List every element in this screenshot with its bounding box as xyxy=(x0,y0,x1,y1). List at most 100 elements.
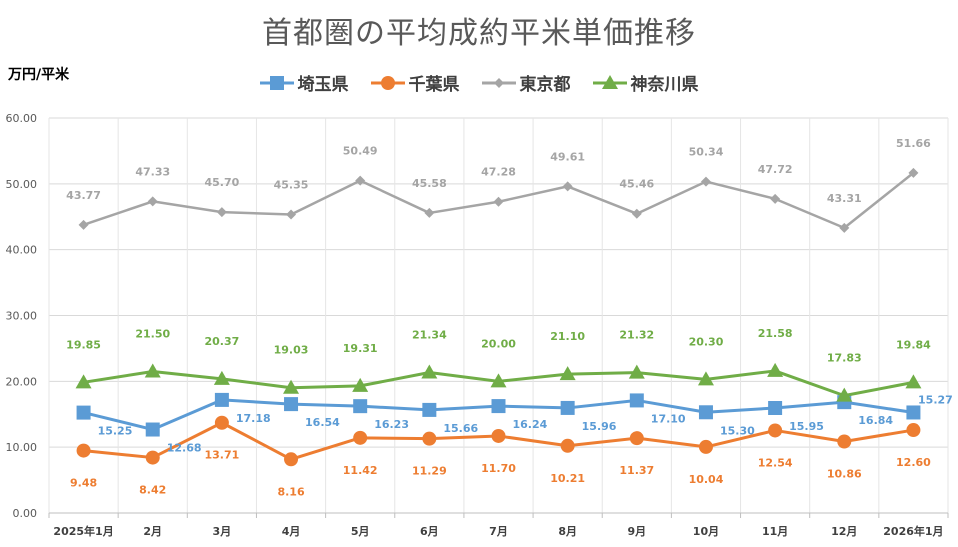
square-marker xyxy=(629,393,644,408)
data-label: 45.58 xyxy=(412,177,447,190)
data-label: 45.46 xyxy=(619,178,654,191)
triangle-marker xyxy=(144,363,161,378)
series-square: 15.25 12.68 17.18 16.54 16.23 15.66 16.24 15.96… xyxy=(76,392,953,455)
circle-marker xyxy=(145,450,160,465)
data-label: 16.23 xyxy=(374,418,409,431)
square-marker xyxy=(214,392,229,407)
data-label: 9.48 xyxy=(70,477,97,490)
diamond-marker xyxy=(147,196,158,207)
square-marker xyxy=(768,400,783,415)
y-tick-label: 10.00 xyxy=(6,441,38,454)
y-tick-label: 20.00 xyxy=(6,375,38,388)
y-axis-unit-label: 万円/平米 xyxy=(8,67,70,83)
circle-marker xyxy=(768,423,783,438)
square-marker xyxy=(698,405,713,420)
data-label: 13.71 xyxy=(204,449,239,462)
y-tick-label: 0.00 xyxy=(13,507,38,520)
diamond-marker xyxy=(700,176,711,187)
square-marker xyxy=(284,397,299,412)
data-label: 43.77 xyxy=(66,189,101,202)
legend: 埼玉県 千葉県 東京都 神奈川県 xyxy=(0,70,958,95)
diamond-marker xyxy=(908,167,919,178)
circle-marker xyxy=(698,439,713,454)
data-label: 11.29 xyxy=(412,465,447,478)
data-label: 21.10 xyxy=(550,330,585,343)
x-tick-label: 3月 xyxy=(213,525,232,538)
triangle-marker xyxy=(697,371,714,386)
y-tick-label: 30.00 xyxy=(6,310,38,323)
triangle-marker xyxy=(75,374,92,389)
y-tick-label: 50.00 xyxy=(6,178,38,191)
series-diamond: 43.77 47.33 45.70 45.35 50.49 45.58 47.28 49.61… xyxy=(66,137,931,233)
data-label: 11.70 xyxy=(481,462,516,475)
data-label: 8.16 xyxy=(277,485,304,498)
chart-title: 首都圏の平均成約平米単価推移 xyxy=(262,16,696,51)
diamond-marker xyxy=(562,181,573,192)
data-label: 15.66 xyxy=(443,422,478,435)
triangle-marker xyxy=(905,374,922,389)
legend-label: 東京都 xyxy=(519,75,571,95)
series-triangle: 19.85 21.50 20.37 19.03 19.31 21.34 20.00 21.10… xyxy=(66,327,931,402)
data-label: 43.31 xyxy=(827,192,862,205)
triangle-marker xyxy=(421,364,438,379)
data-label: 20.00 xyxy=(481,337,516,350)
data-label: 10.86 xyxy=(827,468,862,481)
data-label: 16.24 xyxy=(513,418,548,431)
square-marker xyxy=(269,75,284,90)
circle-marker xyxy=(906,423,921,438)
circle-marker xyxy=(422,431,437,446)
triangle-marker xyxy=(490,373,507,388)
y-tick-label: 40.00 xyxy=(6,244,38,257)
x-tick-label: 7月 xyxy=(489,525,508,538)
circle-marker xyxy=(76,443,91,458)
square-legend-icon xyxy=(259,75,294,90)
circle-marker xyxy=(560,438,575,453)
triangle-marker xyxy=(213,370,230,385)
legend-label: 千葉県 xyxy=(408,75,460,95)
square-marker xyxy=(422,402,437,417)
data-label: 19.31 xyxy=(343,342,378,355)
x-tick-label: 2026年1月 xyxy=(883,524,943,538)
legend-item: 東京都 xyxy=(481,70,571,95)
x-tick-label: 2月 xyxy=(143,525,162,538)
x-tick-label: 2025年1月 xyxy=(53,524,113,538)
legend-item: 神奈川県 xyxy=(592,70,699,95)
x-tick-label: 6月 xyxy=(420,525,439,538)
data-label: 12.68 xyxy=(167,442,202,455)
x-tick-label: 12月 xyxy=(831,525,857,538)
triangle-marker xyxy=(601,74,618,89)
circle-marker xyxy=(491,428,506,443)
series-circle: 9.48 8.42 13.71 8.16 11.42 11.29 11.70 10.21 11.… xyxy=(70,415,931,498)
x-tick-label: 10月 xyxy=(693,525,719,538)
data-label: 12.54 xyxy=(758,456,793,469)
circle-marker xyxy=(380,75,395,90)
data-label: 11.42 xyxy=(343,464,378,477)
data-label: 50.34 xyxy=(689,146,724,159)
data-label: 16.54 xyxy=(305,416,340,429)
triangle-marker xyxy=(836,387,853,402)
data-label: 45.35 xyxy=(274,178,309,191)
data-label: 10.21 xyxy=(550,472,585,485)
square-marker xyxy=(353,399,368,414)
data-label: 47.28 xyxy=(481,166,516,179)
data-label: 20.37 xyxy=(204,335,239,348)
data-label: 15.96 xyxy=(582,420,617,433)
data-label: 15.27 xyxy=(918,393,953,406)
diamond-marker xyxy=(424,207,435,218)
data-label: 15.30 xyxy=(720,424,755,437)
x-tick-label: 8月 xyxy=(558,525,577,538)
data-label: 45.70 xyxy=(204,176,239,189)
data-label: 19.84 xyxy=(896,338,931,351)
circle-legend-icon xyxy=(370,75,405,90)
data-label: 20.30 xyxy=(689,335,724,348)
diamond-marker xyxy=(78,219,89,230)
data-label: 50.49 xyxy=(343,145,378,158)
x-tick-label: 5月 xyxy=(351,525,370,538)
legend-item: 千葉県 xyxy=(370,70,460,95)
triangle-marker xyxy=(559,366,576,381)
circle-marker xyxy=(214,415,229,430)
data-label: 21.50 xyxy=(135,327,170,340)
data-label: 17.83 xyxy=(827,352,862,365)
legend-item: 埼玉県 xyxy=(259,70,349,95)
data-label: 12.60 xyxy=(896,456,931,469)
